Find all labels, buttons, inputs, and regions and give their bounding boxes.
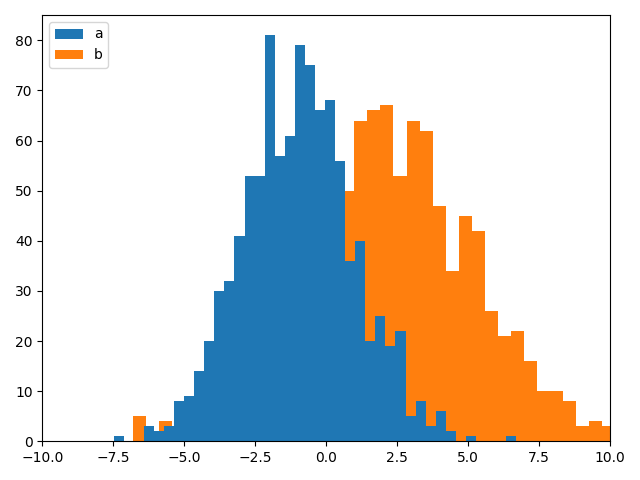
Bar xyxy=(224,381,237,441)
Bar xyxy=(367,110,380,441)
Bar xyxy=(194,371,204,441)
Bar xyxy=(466,436,476,441)
Bar xyxy=(164,426,174,441)
Bar xyxy=(234,236,244,441)
Bar xyxy=(174,401,184,441)
Legend: a, b: a, b xyxy=(49,22,108,68)
Bar xyxy=(263,346,276,441)
Bar xyxy=(204,341,214,441)
Bar xyxy=(406,120,420,441)
Bar xyxy=(602,426,615,441)
Bar xyxy=(459,216,472,441)
Bar xyxy=(355,241,365,441)
Bar xyxy=(145,436,159,441)
Bar xyxy=(184,396,194,441)
Bar xyxy=(255,176,265,441)
Bar xyxy=(315,186,328,441)
Bar xyxy=(506,436,516,441)
Bar xyxy=(426,426,436,441)
Bar xyxy=(365,341,375,441)
Bar xyxy=(302,276,315,441)
Bar xyxy=(394,176,406,441)
Bar xyxy=(511,331,524,441)
Bar xyxy=(244,176,255,441)
Bar xyxy=(289,251,302,441)
Bar xyxy=(132,416,145,441)
Bar xyxy=(154,431,164,441)
Bar xyxy=(550,391,563,441)
Bar xyxy=(325,100,335,441)
Bar xyxy=(589,421,602,441)
Bar xyxy=(275,156,285,441)
Bar xyxy=(433,206,445,441)
Bar xyxy=(285,135,295,441)
Bar xyxy=(415,401,426,441)
Bar xyxy=(472,231,485,441)
Bar xyxy=(345,261,355,441)
Bar xyxy=(537,391,550,441)
Bar xyxy=(250,366,263,441)
Bar xyxy=(214,291,225,441)
Bar xyxy=(396,331,406,441)
Bar xyxy=(385,346,396,441)
Bar xyxy=(295,45,305,441)
Bar xyxy=(225,281,234,441)
Bar xyxy=(420,131,433,441)
Bar xyxy=(172,431,185,441)
Bar xyxy=(498,336,511,441)
Bar xyxy=(265,36,275,441)
Bar xyxy=(144,426,154,441)
Bar xyxy=(524,361,537,441)
Bar xyxy=(445,431,456,441)
Bar xyxy=(276,306,289,441)
Bar xyxy=(341,191,355,441)
Bar xyxy=(198,411,211,441)
Bar xyxy=(114,436,124,441)
Bar xyxy=(335,161,345,441)
Bar xyxy=(576,426,589,441)
Bar xyxy=(328,226,341,441)
Bar xyxy=(485,311,498,441)
Bar xyxy=(355,120,367,441)
Bar xyxy=(305,65,315,441)
Bar xyxy=(315,110,325,441)
Bar xyxy=(211,406,224,441)
Bar xyxy=(436,411,445,441)
Bar xyxy=(375,316,385,441)
Bar xyxy=(159,421,172,441)
Bar xyxy=(380,106,394,441)
Bar xyxy=(445,271,459,441)
Bar xyxy=(406,416,415,441)
Bar xyxy=(237,351,250,441)
Bar xyxy=(563,401,576,441)
